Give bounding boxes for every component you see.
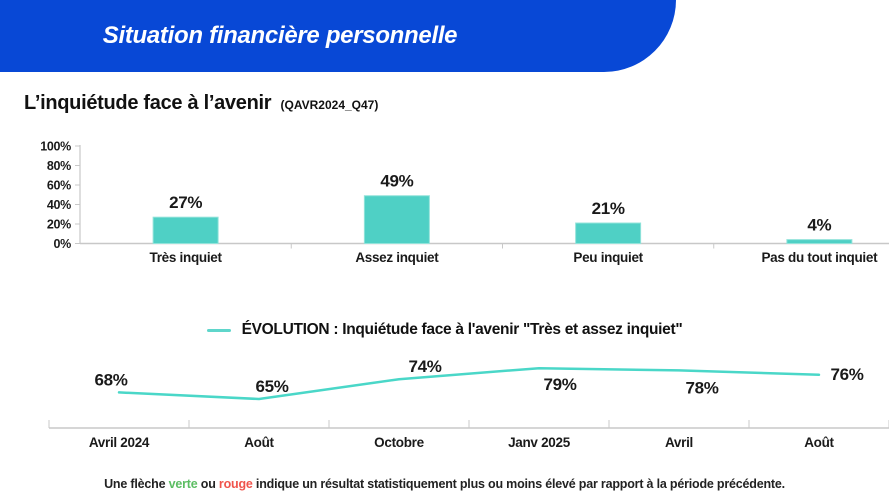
line-value-label: 68%: [94, 370, 127, 389]
y-axis-tick-label: 100%: [40, 140, 71, 154]
y-axis-tick-label: 20%: [47, 218, 71, 232]
section-title: L’inquiétude face à l’avenir (QAVR2024_Q…: [24, 92, 378, 115]
footer-text: Une flèche: [104, 477, 169, 491]
bar-value-label: 4%: [807, 216, 831, 235]
bar-value-label: 21%: [592, 199, 625, 218]
evolution-line: [117, 366, 821, 401]
line-x-label: Octobre: [374, 435, 424, 450]
bar: [575, 222, 642, 245]
legend-label: ÉVOLUTION : Inquiétude face à l'avenir "…: [241, 321, 683, 338]
y-axis-tick-label: 40%: [47, 198, 71, 212]
footer-text: ou: [197, 477, 219, 491]
section-title-text: L’inquiétude face à l’avenir: [24, 92, 272, 114]
line-value-label: 76%: [830, 365, 863, 384]
y-axis-tick-label: 80%: [47, 159, 71, 173]
line-value-label: 74%: [408, 357, 441, 376]
page-title: Situation financière personnelle: [102, 22, 458, 49]
header-banner: Situation financière personnelle: [0, 0, 676, 72]
line-x-label: Avril 2024: [89, 435, 150, 450]
footer-note: Une flèche verte ou rouge indique un rés…: [0, 477, 889, 491]
line-value-label: 79%: [543, 375, 576, 394]
bar: [152, 216, 219, 245]
bar: [786, 239, 853, 244]
footer-green-word: verte: [168, 477, 198, 491]
bar-chart: 0% 20% 40% 60% 80% 100% 27% Très inquiet 49% Asse…: [40, 140, 889, 265]
bar-category-label: Très inquiet: [150, 250, 223, 265]
line-x-label: Août: [804, 435, 834, 450]
legend-line-swatch: [206, 328, 231, 332]
question-code: (QAVR2024_Q47): [280, 98, 379, 112]
footer-red-word: rouge: [218, 477, 253, 491]
bar: [363, 195, 430, 244]
bar-category-label: Peu inquiet: [573, 250, 643, 265]
line-chart-legend: ÉVOLUTION : Inquiétude face à l'avenir "…: [0, 319, 889, 341]
line-x-label: Août: [244, 435, 274, 450]
line-x-label: Janv 2025: [508, 435, 571, 450]
footer-text: indique un résultat statistiquement plus…: [252, 477, 785, 491]
y-axis-tick-label: 0%: [54, 237, 72, 251]
bar-value-label: 49%: [380, 172, 413, 191]
line-value-label: 78%: [685, 378, 718, 397]
bar-category-label: Pas du tout inquiet: [761, 250, 878, 265]
bar-value-label: 27%: [169, 193, 202, 212]
bar-category-label: Assez inquiet: [355, 250, 439, 265]
y-axis-tick-label: 60%: [47, 179, 71, 193]
line-chart: Avril 2024 Août Octobre Janv 2025 Avril Août 6…: [48, 357, 889, 450]
line-x-label: Avril: [665, 435, 693, 450]
line-value-label: 65%: [255, 377, 288, 396]
